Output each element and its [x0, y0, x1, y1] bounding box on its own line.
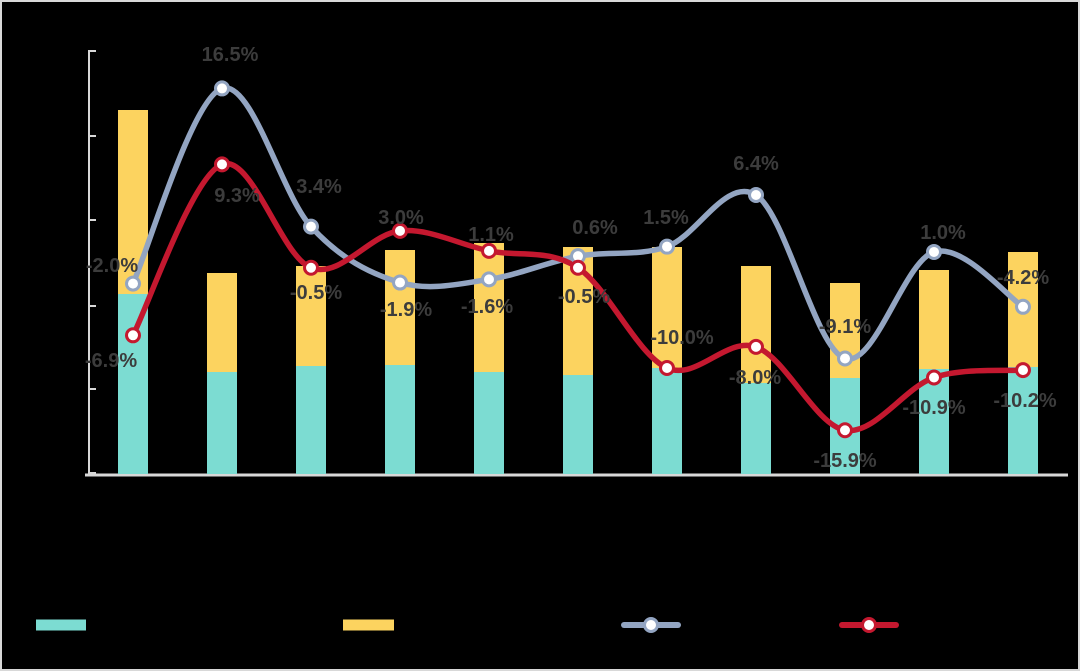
bar-teal-6 — [652, 368, 682, 474]
dot-blue-9 — [926, 243, 942, 260]
dot-red-1 — [214, 156, 230, 173]
bar-yellow-4 — [474, 243, 504, 372]
bar-teal-1 — [207, 372, 237, 474]
dot-red-6 — [659, 360, 675, 376]
bar-teal-7 — [741, 383, 771, 474]
dot-blue-2 — [303, 218, 319, 235]
legend-dot-red-line — [861, 617, 877, 633]
label-blue-4: -1.6% — [461, 296, 513, 318]
bar-yellow-6 — [652, 247, 682, 368]
bar-teal-10 — [1008, 367, 1038, 474]
legend-item-red-line[interactable] — [839, 617, 899, 633]
label-blue-3: -1.9% — [380, 299, 432, 321]
label-red-8: -15.9% — [813, 450, 877, 472]
legend-swatch-teal-bars — [36, 619, 86, 631]
label-blue-9: 1.0% — [920, 222, 966, 244]
label-red-2: -0.5% — [290, 282, 342, 304]
bar-teal-2 — [296, 366, 326, 474]
dot-red-10 — [1015, 362, 1031, 379]
dot-red-9 — [926, 369, 942, 386]
dot-blue-4 — [481, 271, 497, 288]
bar-teal-9 — [919, 369, 949, 474]
label-blue-0: -2.0% — [86, 255, 138, 277]
line-red — [130, 160, 1026, 434]
label-red-7: -8.0% — [729, 367, 781, 389]
dot-red-0 — [125, 327, 141, 344]
dot-blue-0 — [125, 275, 141, 292]
label-blue-7: 6.4% — [733, 153, 779, 175]
legend-item-blue-line[interactable] — [621, 617, 681, 633]
label-red-9: -10.9% — [902, 397, 966, 419]
label-red-3: 3.0% — [378, 207, 424, 229]
label-blue-8: -9.1% — [819, 316, 871, 338]
dot-blue-6 — [659, 238, 675, 255]
dot-red-3 — [392, 222, 408, 239]
label-red-10: -10.2% — [993, 390, 1057, 412]
dot-red-8 — [837, 422, 853, 439]
label-red-0: -6.9% — [85, 350, 137, 372]
label-red-1: 9.3% — [214, 185, 260, 207]
legend-item-teal-bars[interactable] — [36, 619, 86, 631]
label-blue-2: 3.4% — [296, 176, 342, 198]
legend-item-yellow-bars[interactable] — [343, 619, 394, 631]
dot-red-4 — [481, 242, 497, 259]
dot-red-5 — [570, 259, 586, 276]
bar-yellow-9 — [919, 270, 949, 369]
legend-swatch-yellow-bars — [343, 619, 394, 631]
bar-teal-5 — [563, 375, 593, 474]
bar-teal-4 — [474, 372, 504, 474]
label-blue-10: -4.2% — [997, 267, 1049, 289]
bar-yellow-7 — [741, 266, 771, 383]
legend-dot-blue-line — [643, 617, 659, 633]
dot-red-2 — [303, 259, 319, 276]
bar-yellow-1 — [207, 273, 237, 372]
dot-blue-1 — [214, 80, 230, 97]
bar-yellow-3 — [385, 250, 415, 365]
label-blue-5: 0.6% — [572, 217, 618, 239]
label-red-5: -0.5% — [558, 286, 610, 308]
label-red-6: -10.0% — [650, 327, 714, 349]
bar-teal-0 — [118, 294, 148, 474]
dot-blue-10 — [1015, 298, 1031, 315]
bar-yellow-2 — [296, 266, 326, 366]
dot-blue-8 — [837, 350, 853, 367]
label-red-4: 1.1% — [468, 224, 514, 246]
label-blue-1: 16.5% — [202, 44, 259, 66]
dot-blue-7 — [748, 186, 764, 203]
dot-red-7 — [748, 338, 764, 355]
dot-blue-3 — [392, 274, 408, 291]
label-blue-6: 1.5% — [643, 207, 689, 229]
bar-teal-3 — [385, 365, 415, 474]
